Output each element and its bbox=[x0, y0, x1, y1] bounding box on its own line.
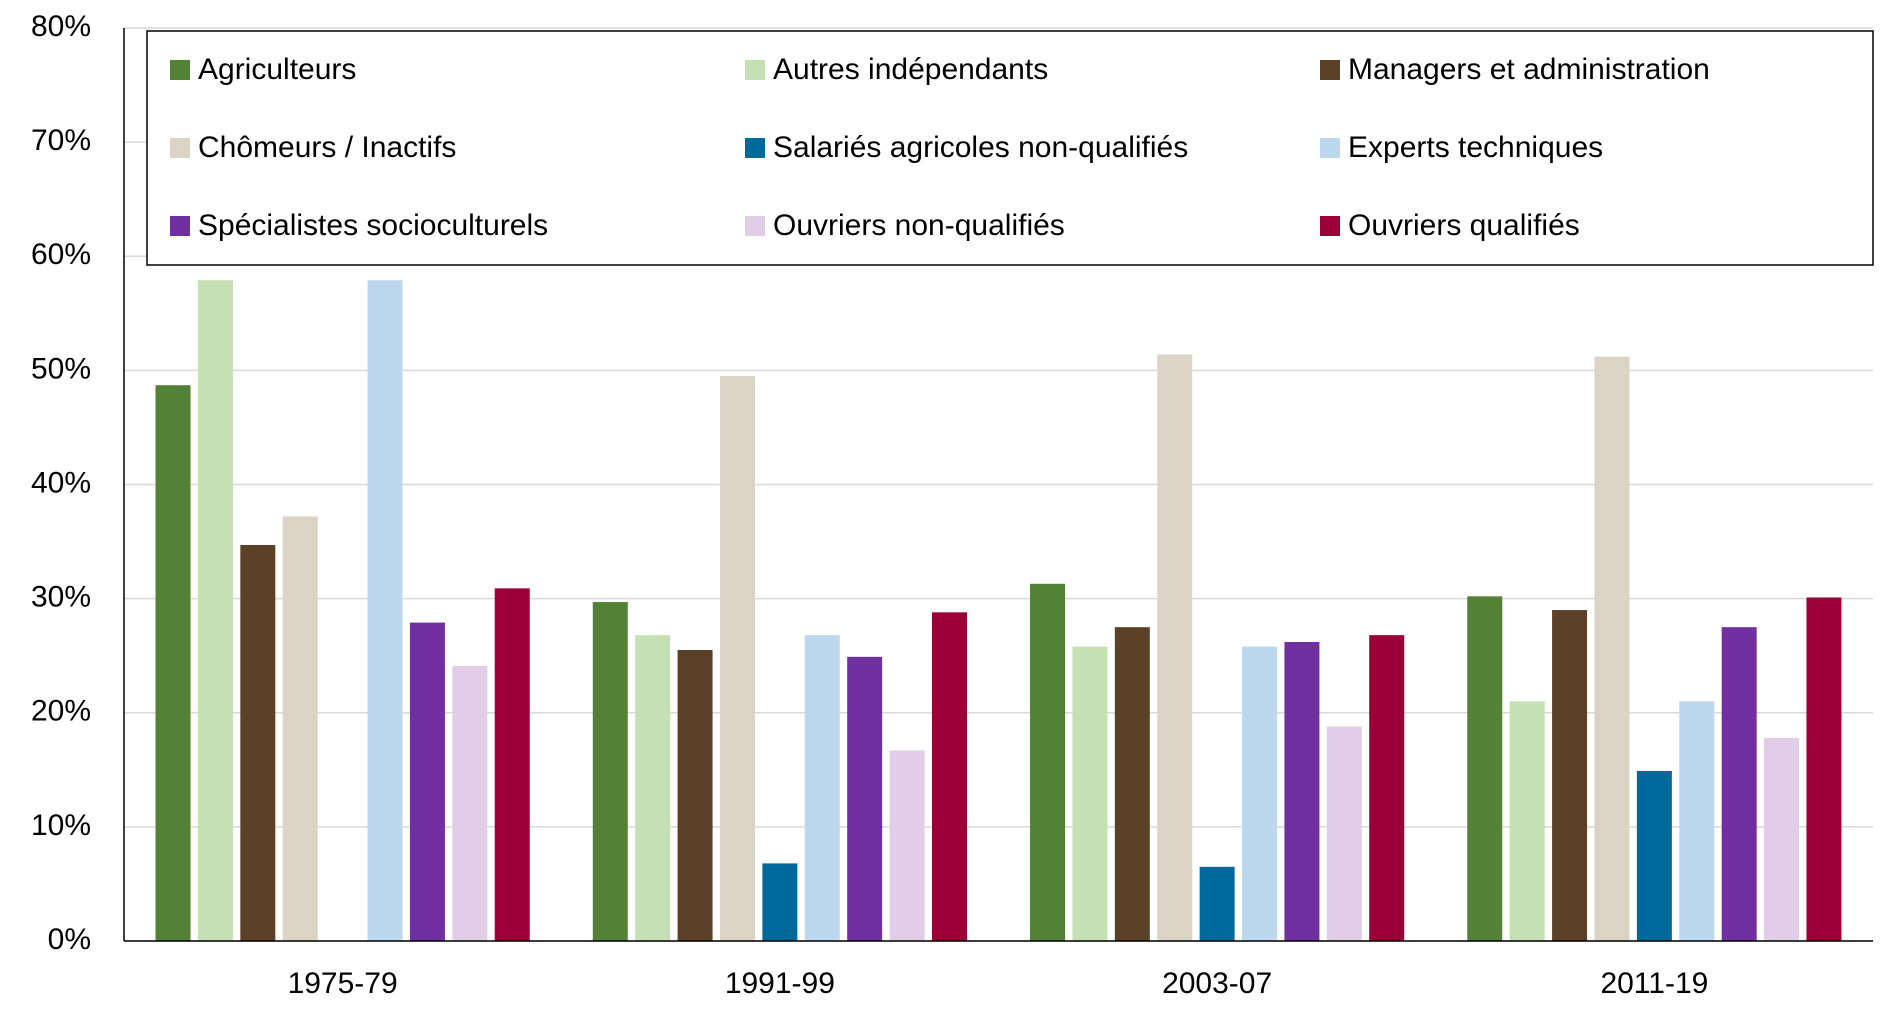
bar bbox=[804, 635, 840, 941]
legend-label: Ouvriers non-qualifiés bbox=[773, 209, 1065, 242]
legend-swatch bbox=[170, 60, 190, 80]
y-tick-label: 30% bbox=[31, 581, 91, 614]
bar bbox=[1806, 597, 1842, 941]
bar bbox=[1072, 646, 1108, 941]
legend-swatch bbox=[1320, 138, 1340, 158]
y-tick-label: 20% bbox=[31, 695, 91, 728]
bar bbox=[494, 588, 530, 941]
bar bbox=[1552, 610, 1588, 941]
bar bbox=[1030, 583, 1066, 941]
y-tick-label: 80% bbox=[31, 10, 91, 43]
legend-label: Spécialistes socioculturels bbox=[198, 209, 548, 242]
bar bbox=[1509, 701, 1545, 941]
bar bbox=[1326, 726, 1362, 941]
y-tick-label: 0% bbox=[48, 923, 91, 956]
bar bbox=[197, 280, 233, 941]
y-tick-label: 50% bbox=[31, 352, 91, 385]
bar bbox=[409, 622, 445, 941]
bar bbox=[1636, 770, 1672, 941]
y-tick-label: 10% bbox=[31, 809, 91, 842]
x-tick-label: 2003-07 bbox=[1162, 967, 1272, 1000]
bar bbox=[1284, 641, 1320, 941]
bar bbox=[1114, 627, 1150, 941]
y-tick-label: 60% bbox=[31, 238, 91, 271]
bar bbox=[1157, 354, 1193, 942]
bar bbox=[1764, 737, 1800, 941]
legend-swatch bbox=[1320, 216, 1340, 236]
legend-label: Experts techniques bbox=[1348, 131, 1603, 164]
bar bbox=[847, 656, 883, 941]
bar bbox=[762, 863, 798, 941]
bar bbox=[635, 635, 671, 941]
legend-label: Autres indépendants bbox=[773, 53, 1048, 86]
bar bbox=[1721, 627, 1757, 941]
bar bbox=[1199, 866, 1235, 941]
bar bbox=[155, 385, 191, 941]
bar bbox=[452, 665, 488, 941]
bar bbox=[240, 544, 276, 941]
legend-swatch bbox=[745, 60, 765, 80]
bar bbox=[719, 376, 755, 941]
y-tick-label: 40% bbox=[31, 466, 91, 499]
bar bbox=[1594, 356, 1630, 941]
bar bbox=[282, 516, 318, 941]
legend-label: Ouvriers qualifiés bbox=[1348, 209, 1580, 242]
legend-swatch bbox=[1320, 60, 1340, 80]
bar bbox=[592, 602, 628, 941]
bar bbox=[1467, 596, 1503, 941]
bar bbox=[931, 612, 967, 941]
legend-swatch bbox=[745, 216, 765, 236]
legend-label: Salariés agricoles non-qualifiés bbox=[773, 131, 1188, 164]
legend-swatch bbox=[745, 138, 765, 158]
legend-swatch bbox=[170, 138, 190, 158]
bar bbox=[1242, 646, 1278, 941]
legend-label: Managers et administration bbox=[1348, 53, 1710, 86]
y-tick-label: 70% bbox=[31, 124, 91, 157]
legend-swatch bbox=[170, 216, 190, 236]
x-tick-label: 1975-79 bbox=[288, 967, 398, 1000]
x-tick-label: 2011-19 bbox=[1600, 967, 1708, 1000]
bar bbox=[677, 649, 713, 941]
x-tick-label: 1991-99 bbox=[725, 967, 835, 1000]
bar bbox=[1679, 701, 1715, 941]
legend-box bbox=[146, 30, 1874, 266]
bar bbox=[889, 750, 925, 941]
legend-label: Chômeurs / Inactifs bbox=[198, 131, 456, 164]
bar bbox=[367, 280, 403, 941]
legend-label: Agriculteurs bbox=[198, 53, 356, 86]
bar bbox=[1369, 635, 1405, 941]
